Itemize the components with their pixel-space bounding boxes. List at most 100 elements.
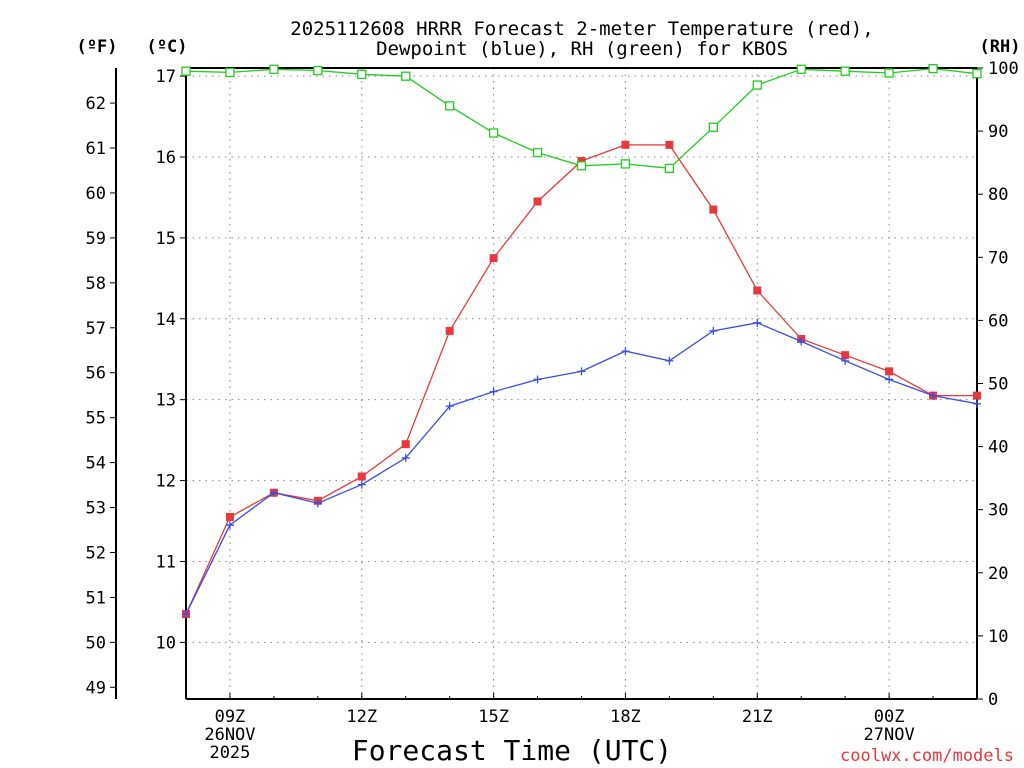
- data-point-rh: [664, 163, 675, 173]
- credit-text: coolwx.com/models: [840, 746, 1014, 766]
- rh-unit-label: (RH): [980, 37, 1021, 57]
- rh-tick-label: 30: [988, 501, 1008, 521]
- fahrenheit-tick-label: 52: [86, 543, 106, 563]
- fahrenheit-tick-label: 54: [86, 454, 106, 474]
- data-point-dewpoint: [709, 326, 718, 335]
- fahrenheit-tick-label: 58: [86, 274, 106, 294]
- fahrenheit-tick-label: 51: [86, 588, 106, 608]
- data-point-dewpoint: [973, 399, 981, 408]
- data-point-dewpoint: [182, 610, 190, 619]
- data-point-rh: [532, 147, 543, 158]
- data-point-rh: [357, 69, 367, 79]
- data-point-dewpoint: [225, 521, 234, 530]
- rh-tick-label: 70: [988, 248, 1008, 268]
- data-point-rh: [796, 64, 806, 74]
- chart-title-line2: Dewpoint (blue), RH (green) for KBOS: [376, 38, 788, 60]
- data-point-temperature: [445, 326, 454, 335]
- data-point-rh: [401, 71, 411, 81]
- data-point-rh: [928, 63, 938, 74]
- celsius-tick-label: 10: [156, 633, 176, 653]
- data-point-dewpoint: [621, 347, 630, 356]
- data-point-dewpoint: [445, 402, 454, 411]
- x-tick-label: 27NOV: [864, 725, 915, 745]
- data-point-dewpoint: [665, 356, 674, 365]
- series-line-dewpoint: [185, 322, 978, 615]
- series-dewpoint: [182, 318, 981, 619]
- data-series: [181, 63, 982, 619]
- rh-tick-label: 10: [988, 627, 1008, 647]
- data-point-dewpoint: [753, 318, 762, 327]
- celsius-tick-label: 15: [156, 229, 176, 249]
- rh-tick-label: 0: [988, 690, 998, 710]
- data-point-dewpoint: [885, 375, 894, 384]
- rh-tick-label: 20: [988, 564, 1008, 584]
- rh-tick-label: 100: [988, 59, 1019, 79]
- data-point-temperature: [885, 367, 894, 376]
- celsius-tick-label: 11: [156, 552, 176, 572]
- data-point-dewpoint: [841, 356, 850, 365]
- data-point-dewpoint: [929, 391, 938, 400]
- x-tick-label: 12Z: [346, 707, 377, 727]
- x-tick-label: 09Z: [215, 707, 246, 727]
- data-point-rh: [225, 67, 235, 78]
- data-point-rh: [752, 80, 762, 90]
- fahrenheit-tick-label: 57: [86, 319, 106, 339]
- celsius-tick-label: 12: [156, 472, 176, 492]
- data-point-dewpoint: [401, 453, 410, 462]
- data-point-rh: [840, 66, 850, 76]
- data-point-rh: [269, 64, 279, 74]
- fahrenheit-tick-label: 53: [86, 499, 106, 519]
- data-point-temperature: [533, 197, 542, 206]
- x-tick-label: 18Z: [610, 707, 641, 727]
- data-point-rh: [445, 101, 455, 111]
- fahrenheit-tick-label: 49: [86, 678, 106, 698]
- fahrenheit-tick-label: 56: [86, 364, 106, 384]
- data-point-temperature: [225, 512, 234, 521]
- series-temperature: [182, 140, 981, 619]
- fahrenheit-tick-label: 61: [86, 139, 106, 159]
- data-point-temperature: [357, 472, 366, 481]
- rh-tick-label: 80: [988, 185, 1008, 205]
- axes: [110, 67, 983, 700]
- data-point-dewpoint: [313, 499, 322, 508]
- x-tick-label: 26NOV: [204, 725, 255, 745]
- data-point-temperature: [489, 254, 498, 263]
- fahrenheit-tick-label: 59: [86, 229, 106, 249]
- chart-title-line1: 2025112608 HRRR Forecast 2-meter Tempera…: [290, 18, 873, 40]
- series-line-rh: [185, 67, 978, 169]
- x-tick-label: 2025: [209, 743, 250, 763]
- data-point-dewpoint: [797, 337, 806, 346]
- data-point-temperature: [577, 157, 586, 166]
- celsius-tick-label: 16: [156, 148, 176, 168]
- data-point-rh: [576, 161, 587, 171]
- fahrenheit-tick-label: 60: [86, 184, 106, 204]
- celsius-tick-label: 17: [156, 67, 176, 87]
- data-point-rh: [972, 69, 982, 79]
- rh-tick-label: 50: [988, 375, 1008, 395]
- data-point-temperature: [973, 391, 981, 400]
- series-rh: [181, 63, 982, 173]
- data-point-temperature: [709, 205, 718, 214]
- data-point-rh: [488, 128, 499, 138]
- data-point-rh: [313, 65, 323, 76]
- rh-tick-label: 40: [988, 438, 1008, 458]
- data-point-temperature: [621, 140, 630, 149]
- rh-tick-label: 90: [988, 122, 1008, 142]
- data-point-dewpoint: [489, 387, 498, 396]
- series-line-temperature: [185, 144, 977, 615]
- celsius-tick-label: 14: [156, 310, 176, 330]
- x-tick-label: 21Z: [742, 707, 773, 727]
- tick-labels: 10 11 12 13 14 15 16 17 49 50 51 52 53 54 55 56 57 58 59 60…: [86, 59, 1019, 763]
- data-point-dewpoint: [577, 367, 586, 376]
- rh-tick-label: 60: [988, 311, 1008, 331]
- celsius-unit-label: (ºC): [147, 37, 188, 57]
- data-point-rh: [884, 68, 894, 78]
- fahrenheit-tick-label: 50: [86, 633, 106, 653]
- data-point-temperature: [401, 440, 410, 449]
- celsius-tick-label: 13: [156, 391, 176, 411]
- x-axis-label: Forecast Time (UTC): [352, 734, 672, 767]
- data-point-temperature: [665, 140, 674, 149]
- fahrenheit-tick-label: 55: [86, 409, 106, 429]
- data-point-dewpoint: [269, 488, 278, 497]
